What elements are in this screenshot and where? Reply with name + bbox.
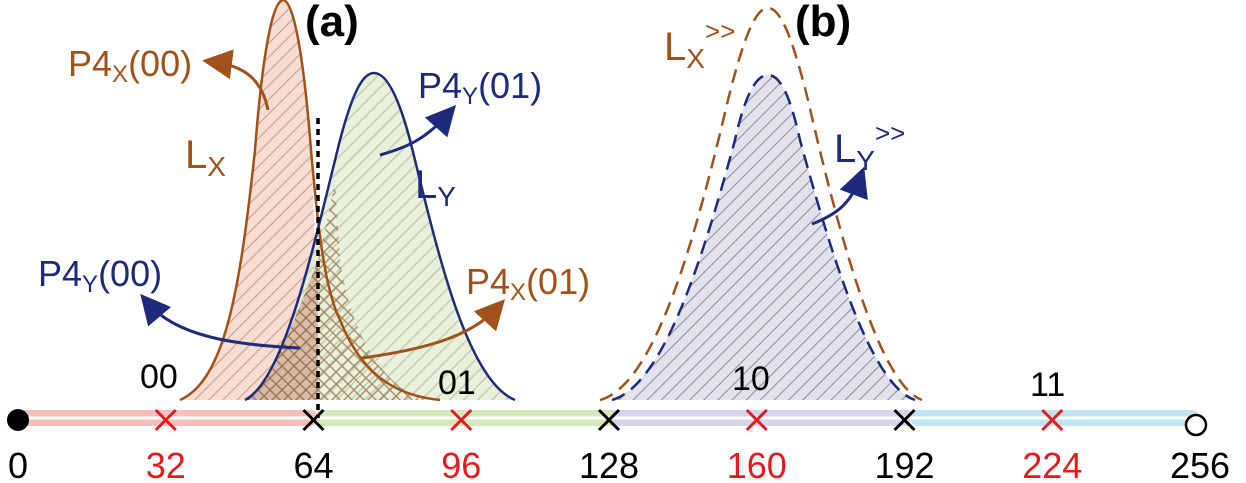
tick-label-128: 128: [579, 445, 639, 483]
tick-mark-224: [1041, 408, 1064, 432]
arrow-p4y01: [379, 105, 456, 157]
tick-label-256: 256: [1170, 445, 1230, 483]
overlap-right: [318, 180, 425, 400]
lx-hatch-left: [180, 0, 318, 400]
tick-label-160: 160: [727, 445, 787, 483]
arrow-ly-shift: [811, 166, 868, 226]
ly-shift-hatch: [612, 75, 915, 400]
tick-mark-64: [302, 408, 325, 432]
lx-curve: [179, 0, 441, 402]
annotation-p4x01: P4X(01): [466, 261, 590, 306]
panel-label-a: (a): [305, 0, 359, 46]
tick-label-224: 224: [1022, 445, 1082, 483]
segment-code-11: 11: [1030, 366, 1065, 404]
curve-label-lx-shift: LX>>: [664, 16, 735, 74]
tick-mark-32: [154, 408, 177, 432]
ly-curve: [244, 71, 516, 402]
tick-mark-0: [7, 409, 29, 431]
tick-label-64: 64: [293, 445, 333, 483]
segment-code-10: 10: [732, 360, 770, 398]
curve-label-lx: LX: [185, 133, 226, 182]
curve-label-ly-shift: LY>>: [834, 118, 905, 176]
tick-label-192: 192: [874, 445, 934, 483]
tick-mark-256: [1184, 413, 1208, 437]
arrow-p4y00: [140, 293, 301, 350]
panel-b: (b) LX>> LY>>: [599, 0, 923, 402]
segment-codes: 00 01 10 11: [140, 358, 1065, 404]
tick-mark-192: [893, 408, 916, 432]
lx-shift-curve: [599, 6, 923, 402]
arrow-p4x01: [361, 299, 506, 360]
tick-label-32: 32: [146, 445, 186, 483]
tick-mark-128: [597, 408, 621, 432]
curve-label-ly: LY: [415, 163, 456, 212]
panel-label-b: (b): [795, 0, 851, 46]
panel-a: (a) LX LY P4X(00) P4Y(01) P4Y(00) P4X(01…: [38, 0, 590, 418]
tick-mark-160: [745, 408, 768, 432]
axis-ticks: 0 32 64 96 128 160 192 224 256: [7, 408, 1230, 483]
overlap-crosshatch-pattern: [245, 260, 318, 400]
annotation-p4y01: P4Y(01): [418, 65, 542, 110]
tick-mark-96: [450, 408, 473, 432]
arrow-p4x00: [202, 49, 270, 111]
segment-code-01: 01: [438, 364, 476, 402]
tick-label-96: 96: [441, 445, 481, 483]
segment-code-00: 00: [140, 358, 178, 396]
annotation-p4x00: P4X(00): [68, 43, 192, 88]
tick-label-0: 0: [8, 445, 28, 483]
annotation-p4y00: P4Y(00): [38, 253, 162, 298]
